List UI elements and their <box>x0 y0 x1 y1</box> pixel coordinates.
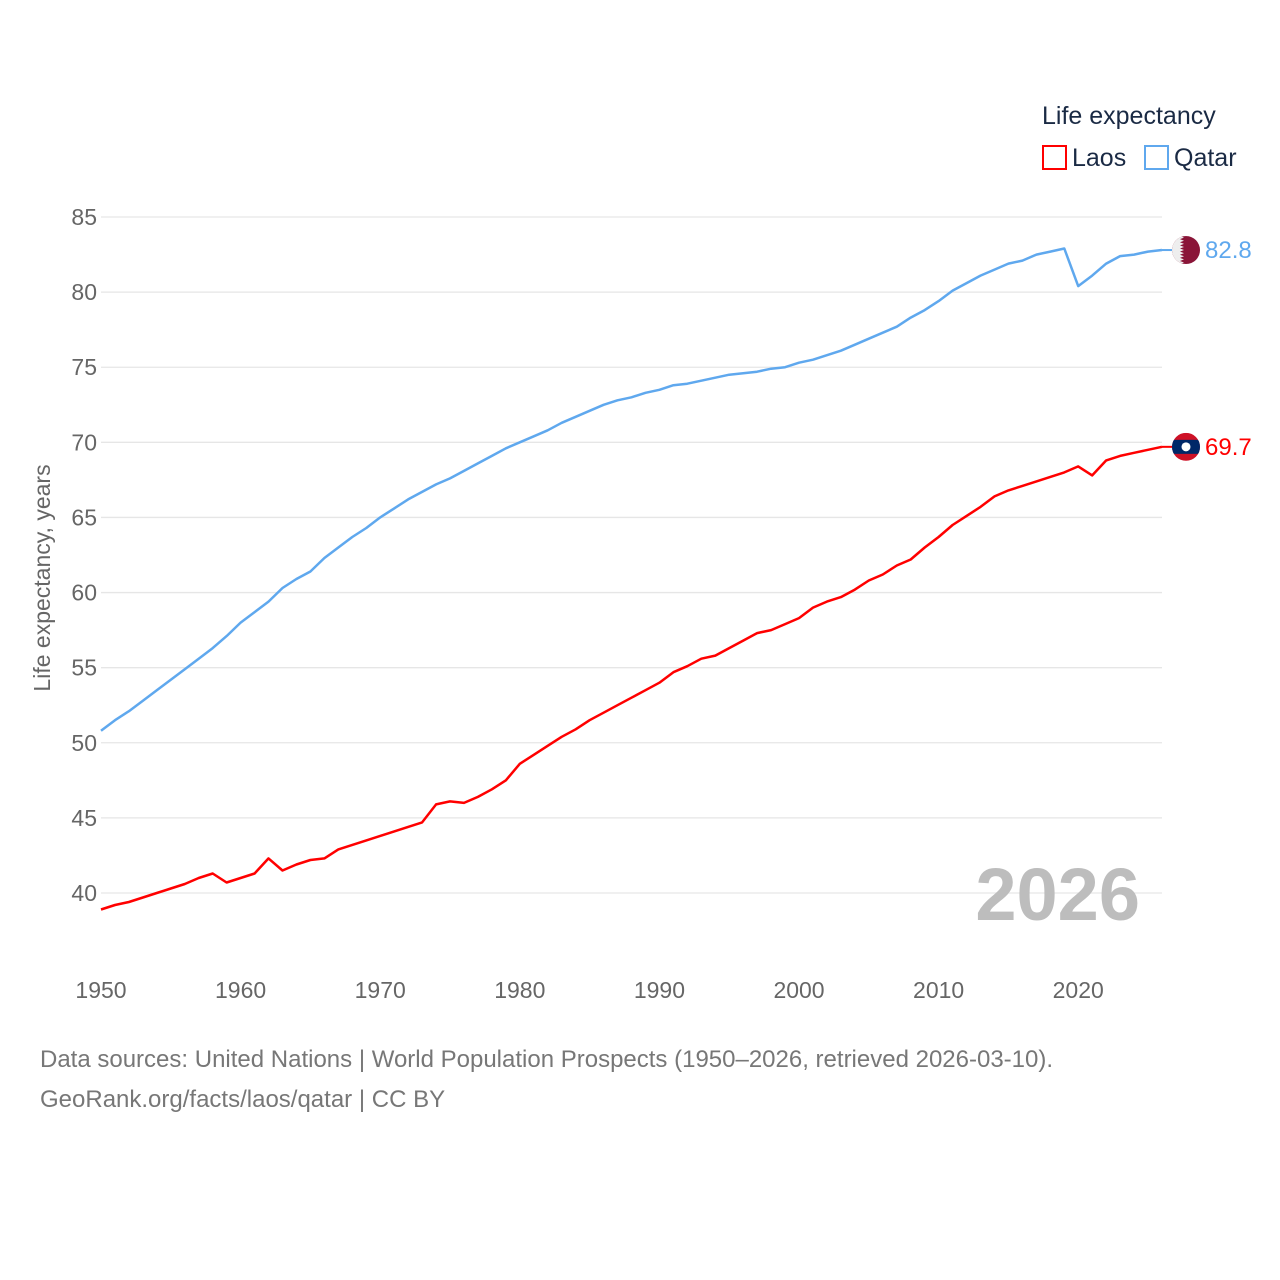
y-tick-label: 80 <box>71 279 97 305</box>
x-tick-label: 1960 <box>215 977 266 1003</box>
y-tick-label: 60 <box>71 580 97 606</box>
data-source-note: Data sources: United Nations | World Pop… <box>40 1046 1054 1073</box>
y-axis-ticks: 40 45 50 55 60 65 70 75 80 85 <box>71 204 97 906</box>
x-tick-label: 1950 <box>75 977 126 1003</box>
y-tick-label: 50 <box>71 730 97 756</box>
series-lines <box>100 247 1163 911</box>
y-tick-label: 75 <box>71 354 97 380</box>
legend-swatch-laos <box>1042 145 1067 170</box>
legend-label-qatar: Qatar <box>1174 144 1237 172</box>
y-tick-label: 65 <box>71 504 97 530</box>
x-axis-ticks: 1950 1960 1970 1980 1990 2000 2010 2020 <box>75 977 1103 1003</box>
y-axis-label: Life expectancy, years <box>29 464 55 691</box>
series-end-markers: 69.7 82.8 <box>1162 236 1252 461</box>
end-value-label-qatar: 82.8 <box>1205 237 1252 264</box>
legend-label-laos: Laos <box>1072 144 1126 172</box>
legend-title: Life expectancy <box>1042 102 1216 130</box>
series-line-laos <box>100 445 1163 911</box>
x-tick-label: 1980 <box>494 977 545 1003</box>
legend-item-qatar[interactable]: Qatar <box>1144 144 1237 172</box>
series-line-qatar <box>100 247 1163 732</box>
legend-swatch-qatar <box>1144 145 1169 170</box>
y-tick-label: 45 <box>71 805 97 831</box>
x-tick-label: 1970 <box>355 977 406 1003</box>
legend-item-laos[interactable]: Laos <box>1042 144 1126 172</box>
gridlines <box>101 216 1162 894</box>
end-value-label-laos: 69.7 <box>1205 434 1252 461</box>
x-tick-label: 2020 <box>1053 977 1104 1003</box>
qatar-flag-icon <box>1172 236 1200 265</box>
y-tick-label: 85 <box>71 204 97 230</box>
laos-flag-icon <box>1172 432 1200 461</box>
y-tick-label: 70 <box>71 429 97 455</box>
x-tick-label: 1990 <box>634 977 685 1003</box>
y-tick-label: 55 <box>71 655 97 681</box>
y-tick-label: 40 <box>71 880 97 906</box>
x-tick-label: 2010 <box>913 977 964 1003</box>
x-tick-label: 2000 <box>773 977 824 1003</box>
attribution-link[interactable]: GeoRank.org/facts/laos/qatar | CC BY <box>40 1086 446 1113</box>
current-year-label: 2026 <box>975 853 1140 936</box>
